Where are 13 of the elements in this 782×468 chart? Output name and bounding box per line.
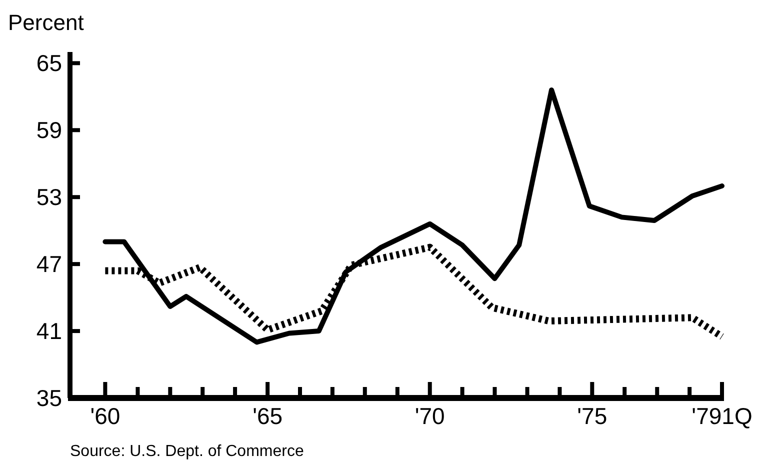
y-axis-title: Percent [8, 10, 84, 35]
x-tick-label: '70 [414, 403, 445, 429]
y-tick-label: 47 [36, 251, 62, 278]
y-tick-label: 53 [36, 184, 62, 210]
y-tick-label: 35 [36, 385, 62, 412]
x-tick-label: '75 [577, 403, 608, 429]
y-tick-label: 59 [36, 117, 62, 144]
source-note: Source: U.S. Dept. of Commerce [70, 443, 304, 460]
x-tick-label: '65 [252, 403, 283, 429]
x-tick-label: '791Q [692, 403, 752, 429]
y-tick-label: 65 [36, 50, 62, 76]
y-tick-label: 41 [36, 318, 62, 344]
x-tick-label: '60 [90, 403, 120, 429]
